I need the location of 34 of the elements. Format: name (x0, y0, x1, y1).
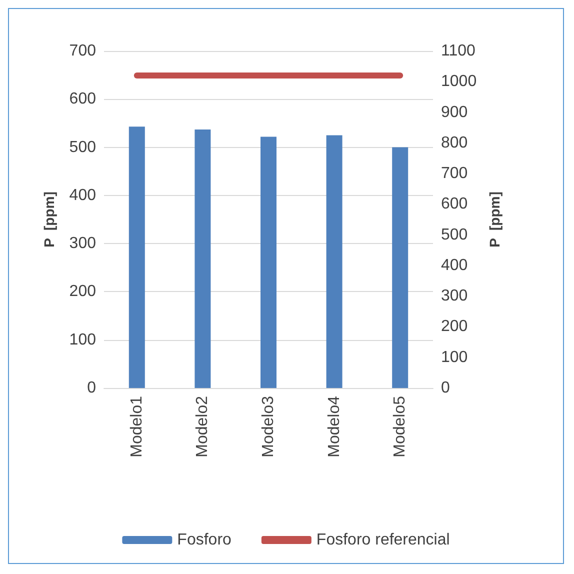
y-tick-label: 400 (69, 186, 96, 204)
x-tick-label: Modelo3 (260, 396, 277, 458)
y-axis-title: P [ppm] (41, 192, 57, 248)
y2-tick-label: 300 (441, 288, 468, 305)
x-tick-label: Modelo4 (326, 396, 343, 458)
y2-tick-label: 0 (441, 380, 450, 396)
y2-tick-label: 800 (441, 134, 468, 152)
bar (260, 136, 276, 388)
bar (392, 147, 408, 388)
y-tick-label: 500 (69, 138, 96, 156)
y2-tick-label: 600 (441, 196, 468, 213)
y2-tick-label: 1000 (441, 73, 477, 90)
bar (128, 126, 145, 388)
y-tick-label: 600 (69, 90, 96, 108)
y-tick-label: 0 (87, 380, 96, 396)
y2-tick-label: 900 (441, 104, 468, 121)
bar (326, 135, 342, 388)
y2-tick-label: 500 (441, 226, 468, 244)
bar (194, 129, 211, 388)
legend-label: Fosforo (177, 532, 232, 548)
x-tick-label: Modelo2 (194, 396, 212, 458)
y2-tick-label: 100 (441, 348, 468, 366)
y2-tick-label: 200 (441, 318, 468, 336)
x-tick-label: Modelo1 (128, 396, 146, 458)
y-tick-label: 700 (69, 42, 96, 60)
y-tick-label: 100 (69, 331, 96, 348)
y2-tick-label: 400 (441, 256, 468, 274)
y2-tick-label: 700 (441, 165, 468, 182)
legend-label: Fosforo referencial (316, 532, 450, 548)
x-tick-label: Modelo5 (392, 396, 409, 458)
y2-tick-label: 1100 (441, 42, 476, 60)
y2-axis-title: P [ppm] (486, 192, 502, 248)
y-tick-label: 300 (69, 235, 96, 252)
y-tick-label: 200 (69, 283, 96, 300)
